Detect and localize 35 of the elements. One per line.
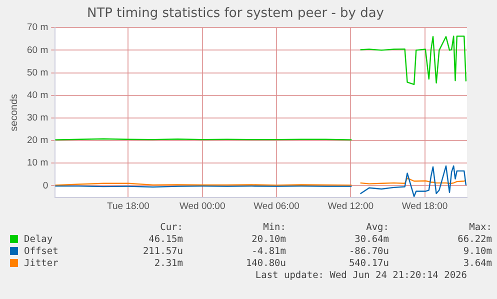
text: Max: [468, 222, 492, 234]
y-tick-label: 10 m [26, 158, 48, 169]
text: Min: [262, 222, 286, 234]
text: 30.64m [354, 234, 389, 246]
text: 46.15m [148, 234, 183, 246]
text: 211.57u [142, 246, 183, 258]
text: 3.64m [462, 258, 492, 270]
text: Cur: [159, 222, 183, 234]
y-tick-label: 70 m [26, 22, 48, 34]
text: -86.70u [348, 246, 389, 258]
x-tick-label: Wed 18:00 [402, 200, 448, 212]
y-tick-label: 20 m [26, 135, 48, 146]
legend-label: Offset [23, 246, 60, 258]
text: -4.81m [250, 246, 286, 258]
text: 140.80u [244, 258, 286, 270]
legend-label: Delay [23, 234, 54, 246]
text: 20.10m [250, 234, 286, 246]
legend-label: Jitter [23, 258, 60, 270]
x-tick-label: Tue 18:00 [107, 200, 150, 212]
text: 9.10m [462, 246, 492, 258]
chart-title: NTP timing statistics for system peer - by day [86, 6, 384, 22]
text: 2.31m [153, 258, 183, 270]
text: 66.22m [456, 234, 492, 246]
y-axis-title: seconds [8, 94, 20, 132]
x-tick-label: Wed 12:00 [328, 200, 374, 212]
x-tick-label: Wed 06:00 [254, 200, 300, 212]
text: Last update: Wed Jun 24 21:20:14 2026 [255, 270, 467, 281]
x-tick-label: Wed 00:00 [179, 200, 226, 212]
y-tick-label: 30 m [26, 112, 48, 124]
y-tick-label: 0 [42, 180, 48, 192]
y-tick-label: 40 m [26, 90, 48, 101]
text: 540.17u [348, 258, 389, 270]
text: Avg: [365, 222, 389, 234]
y-tick-label: 60 m [26, 44, 48, 56]
y-tick-label: 50 m [26, 67, 48, 78]
